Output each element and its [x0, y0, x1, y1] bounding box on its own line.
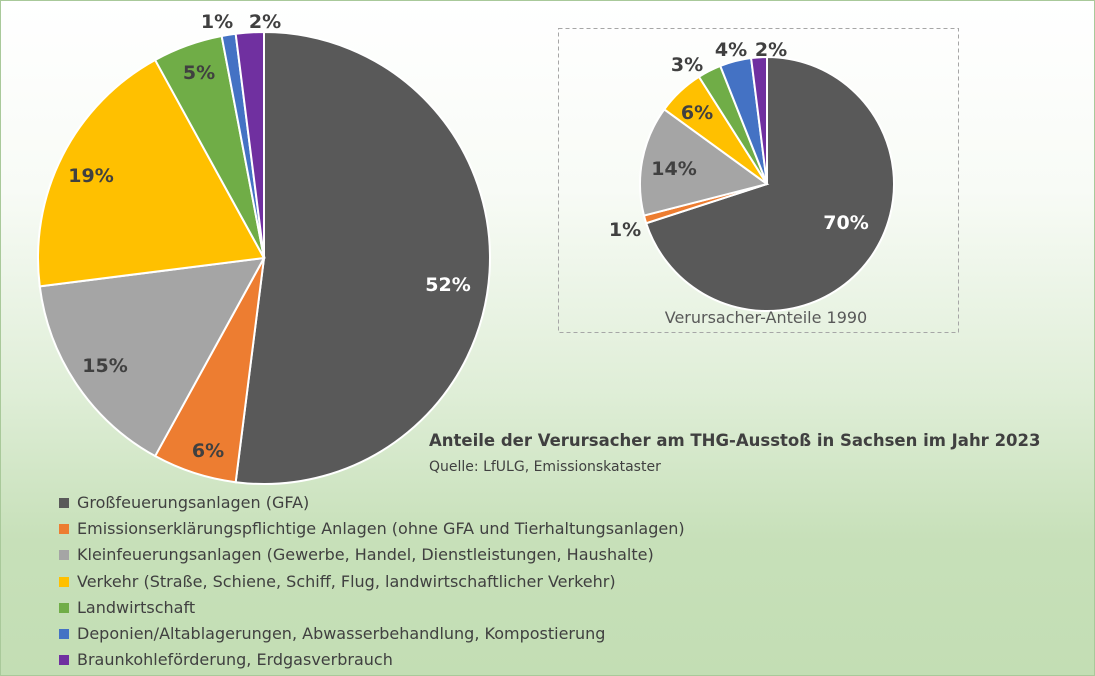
pie-2023-label-gfa: 52%: [425, 274, 470, 296]
pie-1990: 70% 1% 14% 6% 3% 4% 2%: [609, 39, 895, 312]
pie-1990-label-braunkohle: 2%: [755, 39, 787, 61]
pie-2023-label-klein: 15%: [82, 355, 127, 377]
pie-2023-slice-klein: [38, 256, 266, 458]
legend-label-gfa: Großfeuerungsanlagen (GFA): [77, 493, 310, 512]
inset-pie-title: Verursacher-Anteile 1990: [665, 308, 867, 327]
chart-title: Anteile der Verursacher am THG-Ausstoß i…: [429, 431, 1041, 450]
legend: Großfeuerungsanlagen (GFA) Emissionserkl…: [59, 490, 685, 673]
pie-2023-label-deponien: 1%: [201, 11, 233, 33]
legend-label-verkehr: Verkehr (Straße, Schiene, Schiff, Flug, …: [77, 571, 616, 591]
legend-item-gfa: Großfeuerungsanlagen (GFA): [59, 490, 685, 516]
legend-swatch-gfa: [59, 498, 69, 509]
legend-label-emission: Emissionserklärungspflichtige Anlagen (o…: [77, 519, 685, 539]
inset-frame: [558, 28, 959, 333]
pie-1990-label-landwirtschaft: 3%: [671, 54, 703, 76]
legend-label-klein: Kleinfeuerungsanlagen (Gewerbe, Handel, …: [77, 545, 654, 565]
pie-1990-slice-gfa: [644, 55, 895, 312]
legend-item-landwirtschaft: Landwirtschaft: [59, 595, 685, 621]
pie-1990-slice-klein: [639, 107, 770, 217]
pie-1990-label-verkehr: 6%: [681, 102, 713, 124]
legend-label-landwirtschaft: Landwirtschaft: [77, 597, 196, 617]
legend-swatch-deponien: [59, 629, 69, 640]
pie-2023: 52% 6% 15% 19% 5% 1% 2%: [37, 11, 491, 485]
pie-1990-label-gfa: 70%: [823, 212, 868, 234]
pie-2023-label-braunkohle: 2%: [249, 11, 281, 33]
pie-2023-slice-verkehr: [37, 58, 266, 288]
pie-2023-label-verkehr: 19%: [68, 165, 113, 187]
legend-swatch-emission: [59, 524, 69, 535]
pie-1990-label-emission: 1%: [609, 219, 641, 241]
legend-swatch-klein: [59, 550, 69, 561]
chart-source: Quelle: LfULG, Emissionskataster: [429, 459, 661, 475]
legend-item-klein: Kleinfeuerungsanlagen (Gewerbe, Handel, …: [59, 542, 685, 568]
pie-2023-label-landwirtschaft: 5%: [183, 62, 215, 84]
pie-2023-slice-braunkohle: [234, 30, 265, 259]
legend-item-deponien: Deponien/Altablagerungen, Abwasserbehand…: [59, 621, 685, 647]
legend-item-emission: Emissionserklärungspflichtige Anlagen (o…: [59, 516, 685, 542]
legend-swatch-landwirtschaft: [59, 602, 69, 613]
pie-1990-slice-braunkohle: [749, 55, 768, 185]
legend-item-braunkohle: Braunkohleförderung, Erdgasverbrauch: [59, 647, 685, 673]
legend-label-braunkohle: Braunkohleförderung, Erdgasverbrauch: [77, 650, 393, 670]
pie-2023-label-emission: 6%: [192, 440, 224, 462]
legend-swatch-verkehr: [59, 576, 69, 587]
legend-swatch-braunkohle: [59, 655, 69, 666]
legend-item-verkehr: Verkehr (Straße, Schiene, Schiff, Flug, …: [59, 569, 685, 595]
pie-1990-label-deponien: 4%: [715, 39, 747, 61]
legend-label-deponien: Deponien/Altablagerungen, Abwasserbehand…: [77, 623, 606, 643]
pie-2023-slice-gfa: [234, 30, 491, 485]
pie-1990-label-klein: 14%: [651, 158, 696, 180]
